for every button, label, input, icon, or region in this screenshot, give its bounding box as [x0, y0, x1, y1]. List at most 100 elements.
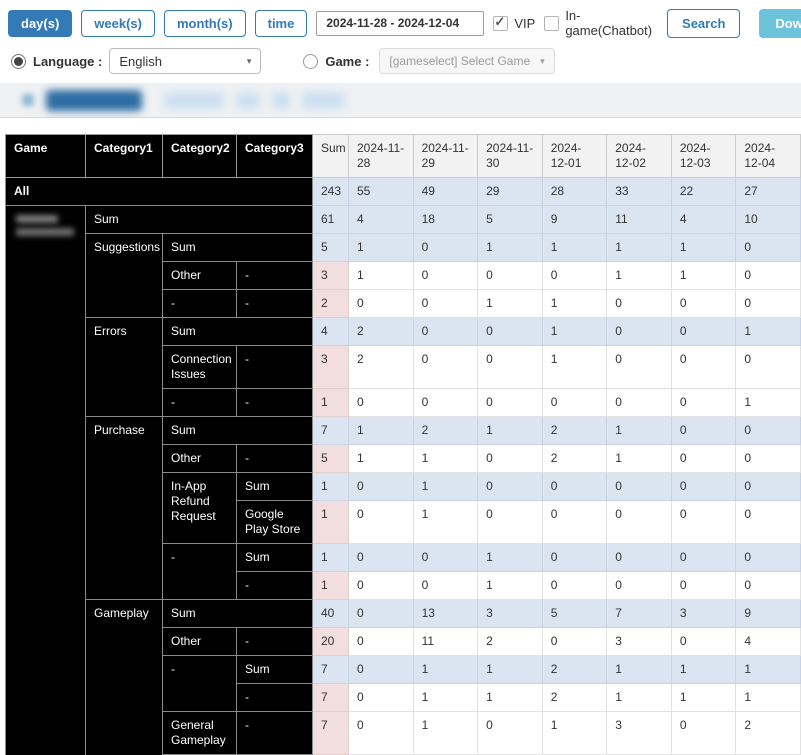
redacted-toolbar — [0, 83, 801, 118]
period-button-time[interactable]: time — [254, 9, 308, 37]
value-cell: 1 — [541, 233, 608, 262]
category-cell: Sum — [162, 317, 313, 346]
sum-cell: 1 — [312, 571, 349, 600]
value-cell: 0 — [348, 599, 414, 628]
table-row: In-App Refund Request Sum 1 0 1 0 0 0 0 0 — [6, 472, 801, 544]
value-cell: 1 — [670, 655, 737, 684]
category-cell: Purchase — [85, 416, 163, 600]
value-cell: 0 — [735, 543, 801, 572]
category-cell: Other — [162, 444, 237, 473]
value-cell: 0 — [477, 500, 543, 544]
value-cell: 3 — [670, 599, 737, 628]
value-cell: 0 — [606, 571, 672, 600]
value-cell: 0 — [412, 571, 479, 600]
game-radio[interactable] — [303, 53, 319, 69]
toolbar: day(s) week(s) month(s) time VIP In-game… — [0, 0, 801, 38]
value-cell: 0 — [670, 444, 737, 473]
category-cell: In-App Refund Request — [162, 472, 237, 544]
game-select-value: [gameselect] Select Game — [389, 54, 531, 68]
value-cell: 1 — [541, 289, 608, 318]
value-cell: 0 — [606, 345, 672, 389]
redacted-button[interactable] — [236, 91, 260, 109]
redacted-primary-button[interactable] — [46, 89, 142, 111]
table-row: Other -3 1 0 0 0 1 1 0 — [6, 261, 801, 290]
value-cell: 49 — [412, 177, 479, 206]
value-cell: 0 — [348, 571, 414, 600]
ingame-checkbox[interactable] — [544, 15, 560, 31]
value-cell: 2 — [477, 627, 543, 656]
value-cell: 1 — [606, 444, 672, 473]
category-cell: Google Play Store — [236, 500, 313, 544]
sum-cell: 3 — [312, 261, 349, 290]
value-cell: 0 — [412, 289, 479, 318]
value-cell: 3 — [606, 711, 672, 755]
ingame-checkbox-group[interactable]: In-game(Chatbot) — [544, 8, 652, 38]
vip-checkbox[interactable] — [493, 14, 509, 31]
redacted-button[interactable] — [302, 91, 344, 109]
value-cell: 0 — [348, 500, 414, 544]
value-cell: 0 — [541, 627, 608, 656]
table-header: Game Category1 Category2 Category3 Sum 2024-1… — [5, 134, 801, 178]
chevron-down-icon: ▾ — [246, 55, 252, 66]
download-button[interactable]: Download — [759, 8, 801, 38]
redacted-icon — [22, 94, 34, 106]
value-cell: 1 — [477, 233, 543, 262]
category-cell: - — [236, 444, 313, 473]
period-button-weeks[interactable]: week(s) — [81, 9, 155, 37]
value-cell: 1 — [735, 683, 801, 712]
value-cell: 2 — [541, 444, 608, 473]
period-button-months[interactable]: month(s) — [164, 9, 246, 37]
search-button[interactable]: Search — [667, 8, 741, 38]
category-cell: - — [236, 345, 313, 389]
category-cell: Sum — [162, 233, 313, 262]
value-cell: 0 — [412, 345, 479, 389]
sum-cell: 7 — [312, 683, 349, 712]
report-table: Game Category1 Category2 Category3 Sum 2024-1… — [5, 134, 801, 755]
sum-cell: 1 — [312, 472, 349, 501]
value-cell: 2 — [541, 416, 608, 445]
category-cell: - — [162, 388, 237, 417]
value-cell: 0 — [541, 543, 608, 572]
value-cell: 0 — [541, 261, 608, 290]
value-cell: 1 — [477, 543, 543, 572]
category-cell: General Gameplay — [162, 711, 237, 755]
sum-cell: 3 — [312, 345, 349, 389]
sum-cell: 20 — [312, 627, 349, 656]
category-cell: Connection Issues — [162, 345, 237, 389]
value-cell: 0 — [412, 543, 479, 572]
column-header: Category3 — [236, 134, 313, 178]
redacted-button[interactable] — [164, 91, 224, 109]
column-header: Category1 — [85, 134, 163, 178]
category-cell: - — [236, 261, 313, 290]
redacted-button[interactable] — [272, 91, 290, 109]
date-range-input[interactable] — [316, 10, 485, 36]
value-cell: 0 — [477, 711, 543, 755]
sum-cell: 243 — [312, 177, 349, 206]
category-cell: - — [236, 683, 313, 712]
value-cell: 0 — [670, 289, 737, 318]
sum-cell: 61 — [312, 205, 349, 234]
value-cell: 1 — [606, 655, 672, 684]
category-cell: - — [162, 289, 237, 318]
table-row: General Gameplay -7 0 1 0 1 3 0 2 — [6, 711, 801, 755]
value-cell: 1 — [412, 472, 479, 501]
period-button-days[interactable]: day(s) — [8, 9, 73, 37]
value-cell: 1 — [477, 683, 543, 712]
language-select[interactable]: English ▾ — [109, 48, 262, 74]
vip-checkbox-group[interactable]: VIP — [493, 14, 535, 31]
value-cell: 0 — [735, 571, 801, 600]
value-cell: 13 — [412, 599, 479, 628]
value-cell: 2 — [541, 655, 608, 684]
category-cell: - — [162, 655, 237, 712]
language-radio[interactable] — [11, 53, 26, 69]
category-cell: Other — [162, 627, 237, 656]
value-cell: 0 — [477, 317, 543, 346]
value-cell: 0 — [735, 500, 801, 544]
value-cell: 2 — [348, 317, 414, 346]
value-cell: 2 — [735, 711, 801, 755]
game-select[interactable]: [gameselect] Select Game ▾ — [379, 48, 555, 74]
sum-cell: 4 — [312, 317, 349, 346]
